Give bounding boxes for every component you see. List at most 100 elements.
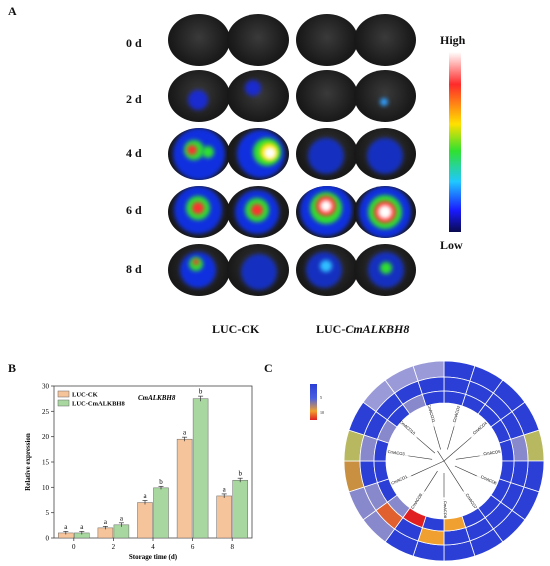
y-tick-label: 10	[42, 484, 50, 492]
luminescence-well	[296, 186, 358, 238]
tree-branch	[452, 437, 472, 454]
tree-branch	[447, 426, 455, 450]
luminescence-well	[168, 244, 230, 296]
column-label-prefix: LUC-	[316, 322, 346, 336]
panel-a-letter: A	[8, 4, 17, 18]
luminescence-well	[296, 14, 358, 66]
luminescence-well	[354, 128, 416, 180]
x-tick-label: 6	[191, 543, 195, 551]
tree-branch	[432, 460, 445, 467]
significance-letter: a	[80, 523, 84, 531]
x-tick-label: 0	[72, 543, 76, 551]
luminescence-signal	[264, 147, 276, 159]
luminescence-well	[354, 244, 416, 296]
y-tick-label: 15	[42, 459, 50, 467]
bar-alkbh8	[232, 479, 248, 539]
significance-letter: a	[183, 429, 187, 437]
day-label-0: 0 d	[126, 36, 142, 50]
column-label-alkbh8: LUC-CmALKBH8	[316, 322, 409, 337]
luminescence-signal	[367, 138, 403, 174]
panel-b-letter: B	[8, 361, 17, 375]
significance-letter: a	[104, 518, 108, 526]
y-tick-label: 25	[42, 408, 50, 416]
y-tick-label: 30	[42, 383, 50, 391]
luminescence-signal	[187, 145, 197, 155]
x-tick-label: 8	[230, 543, 234, 551]
tree-leaf-label: CmACO3	[387, 449, 405, 456]
day-label-2: 2 d	[126, 92, 142, 106]
luminescence-well	[296, 70, 358, 122]
tree-branch	[455, 455, 480, 460]
y-tick-label: 0	[46, 535, 50, 543]
y-tick-label: 5	[46, 509, 50, 517]
heatmap-legend-tick-10: 10	[320, 410, 324, 415]
tree-leaf-label: CmACO2	[451, 404, 461, 423]
luminescence-well	[296, 128, 358, 180]
significance-letter: a	[64, 523, 68, 531]
column-label-ck: LUC-CK	[212, 322, 260, 336]
tree-branch	[437, 450, 445, 462]
chart-title: CmALKBH8	[138, 394, 176, 402]
luminescence-signal	[251, 204, 263, 216]
luminescence-well	[168, 14, 230, 66]
x-axis-label: Storage time (d)	[129, 553, 178, 561]
tree-branch	[454, 465, 477, 477]
bar-alkbh8	[192, 398, 209, 539]
luminescence-signal	[193, 259, 199, 265]
heatmap-legend-scale	[310, 384, 317, 420]
panel-c-letter: C	[264, 361, 273, 375]
luminescence-well	[354, 14, 416, 66]
bar-ck	[216, 495, 232, 539]
day-label-8: 8 d	[126, 262, 142, 276]
tree-branch	[450, 470, 464, 492]
luminescence-signal	[241, 254, 277, 290]
tree-leaf-label: CmACO6	[480, 474, 498, 486]
luminescence-well	[227, 70, 289, 122]
intensity-color-scale	[449, 52, 461, 232]
luminescence-signal	[380, 262, 392, 274]
luminescence-well	[168, 128, 230, 180]
luminescence-signal	[192, 202, 204, 214]
y-tick-label: 20	[42, 433, 50, 441]
bar-ck	[97, 527, 114, 539]
luminescence-signal	[245, 80, 261, 96]
column-label-gene: CmALKBH8	[345, 322, 410, 336]
luminescence-well	[227, 186, 289, 238]
tree-guide	[476, 475, 494, 484]
significance-letter: b	[159, 478, 163, 486]
tree-branch	[443, 452, 454, 462]
legend-label: LUC-CK	[72, 392, 98, 399]
bar-chart: 0 5 10 15 20 25 30 a a a a a b a b a b 0 2 4 6 8 Relative e…	[24, 383, 253, 561]
tree-branch	[424, 470, 438, 492]
luminescence-signal	[320, 260, 332, 272]
legend-label: LUC-CmALKBH8	[72, 401, 125, 408]
tree-leaf-label: CmACO11	[426, 403, 436, 423]
day-label-6: 6 d	[126, 203, 142, 217]
luminescence-well	[168, 70, 230, 122]
tree-leaf-label: CmACO8	[443, 501, 448, 519]
tree-branch	[416, 437, 436, 454]
legend-swatch	[57, 399, 70, 407]
x-tick-label: 4	[151, 543, 155, 551]
bar-alkbh8	[153, 487, 169, 539]
tree-branch	[443, 460, 451, 472]
bar-ck	[137, 502, 153, 539]
significance-letter: b	[199, 388, 203, 396]
luminescence-well	[354, 186, 416, 238]
scale-low-label: Low	[440, 238, 463, 252]
tree-leaf-label: CmACO5	[483, 449, 501, 456]
circular-heatmap-tree: CmACO2CmACO4CmACO5CmACO6CmACO7CmACO8CmAC…	[343, 360, 545, 562]
legend-swatch	[57, 390, 70, 398]
luminescence-well	[227, 14, 289, 66]
luminescence-well	[354, 70, 416, 122]
tree-branch	[408, 455, 433, 460]
heatmap-legend-tick-5: 5	[320, 395, 322, 400]
tree-branch	[411, 465, 434, 477]
luminescence-well	[227, 128, 289, 180]
luminescence-well	[296, 244, 358, 296]
day-label-4: 4 d	[126, 146, 142, 160]
significance-letter: b	[238, 470, 242, 478]
x-tick-label: 2	[112, 543, 116, 551]
luminescence-signal	[202, 146, 214, 158]
bar-ck	[176, 438, 193, 539]
